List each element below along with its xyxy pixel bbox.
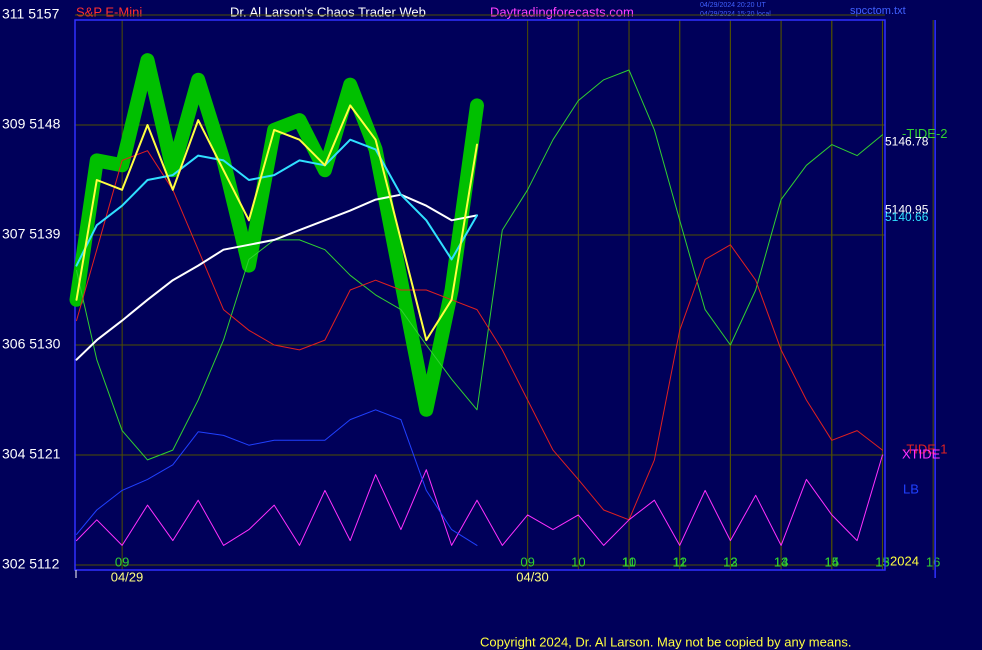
series-line xyxy=(76,409,478,546)
x-tick-label: 12 xyxy=(672,554,686,569)
x-tick-label: 09 xyxy=(520,554,534,569)
date-label: 04/29 xyxy=(111,569,144,584)
series-line xyxy=(75,193,478,361)
series-line xyxy=(76,69,883,461)
annotation: 5140.66 xyxy=(885,210,929,224)
y-tick-label: 302 5112 xyxy=(2,556,60,572)
copyright: Copyright 2024, Dr. Al Larson. May not b… xyxy=(480,634,851,649)
y-tick-label: 306 5130 xyxy=(2,336,61,352)
annotation: 5146.78 xyxy=(885,134,929,148)
website: Daytradingforecasts.com xyxy=(490,4,634,19)
x-tick-label: 13 xyxy=(723,554,737,569)
date-label: 04/30 xyxy=(516,569,549,584)
series-label: XTIDE xyxy=(902,446,941,461)
series-line xyxy=(75,104,478,342)
chart-title: Dr. Al Larson's Chaos Trader Web xyxy=(230,4,426,19)
series-label: -TIDE-2 xyxy=(902,126,948,141)
x-tick-label: 09 xyxy=(115,554,129,569)
y-tick-label: 311 5157 xyxy=(2,6,60,22)
series-label: -TIDE-1 xyxy=(902,442,948,457)
y-tick-label: 304 5121 xyxy=(2,446,61,462)
timestamp: 04/29/2024 20:20 UT xyxy=(700,2,766,9)
x-tick-label: 16 xyxy=(926,554,940,569)
x-tick-label: 15 xyxy=(825,554,839,569)
series-line xyxy=(76,454,883,546)
x-tick-label: 14 xyxy=(774,554,788,569)
timestamp: 04/29/2024 15:20 local xyxy=(700,11,771,18)
y-tick-label: 309 5148 xyxy=(2,116,61,132)
instrument: S&P E-Mini xyxy=(76,4,142,19)
y-tick-label: 307 5139 xyxy=(2,226,61,242)
series-line xyxy=(76,150,883,521)
x-tick-label: 11 xyxy=(622,554,636,569)
annotation: 5140.95 xyxy=(885,203,929,217)
series-line xyxy=(75,138,478,267)
x-tick-label: 13 xyxy=(875,554,889,569)
series-label: LB xyxy=(903,481,919,496)
year: 2024 xyxy=(890,553,919,568)
file-name: spcctom.txt xyxy=(850,5,906,17)
x-tick-label: 10 xyxy=(571,554,585,569)
